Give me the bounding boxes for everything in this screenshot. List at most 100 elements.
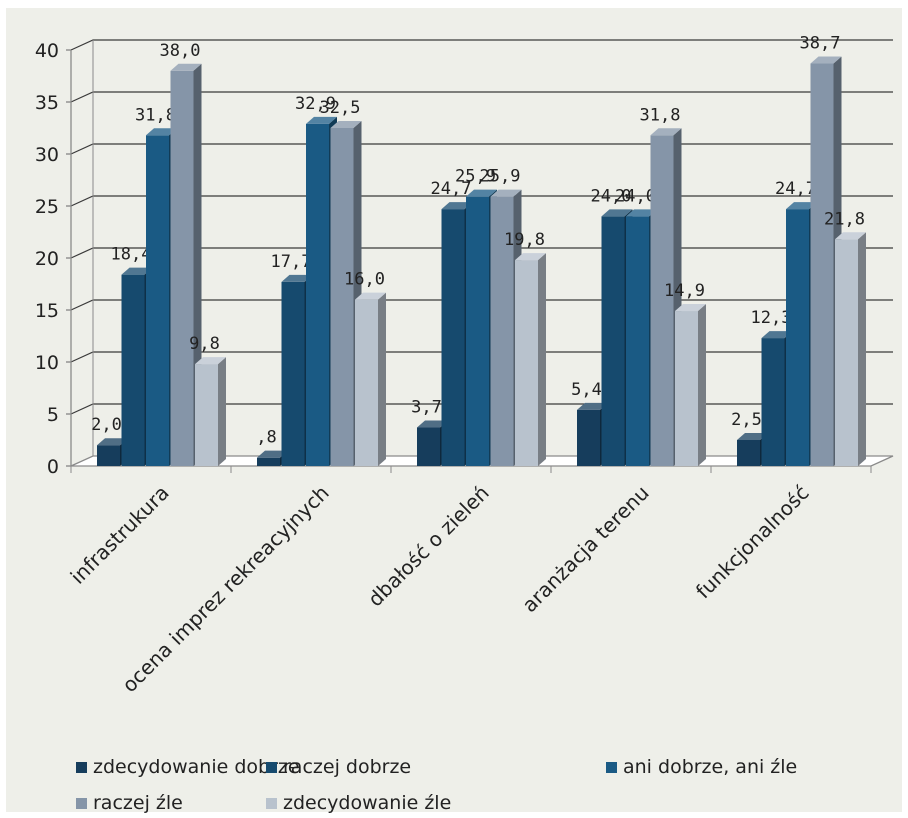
data-label: 24,0 [591,186,632,206]
bar-top [170,63,202,71]
data-label: 32,5 [320,98,361,118]
category-label: infrastrukura [66,481,174,589]
bar-top [626,209,657,217]
legend-item: raczej źle [76,792,183,814]
bar [466,196,489,466]
data-label: 3,7 [411,398,442,418]
bar [675,311,698,466]
data-label: 31,8 [640,105,681,125]
legend-item: raczej dobrze [266,756,411,778]
bar [626,216,649,466]
bar-top [146,128,177,136]
bar [737,440,760,466]
bar-top [417,420,448,428]
data-label: 24,7 [775,179,816,199]
data-label: 2,0 [91,415,122,435]
bar [257,457,280,466]
bar-side [218,357,226,466]
bar-top [97,438,128,446]
bar [281,281,305,466]
legend-label: ani dobrze, ani źle [623,756,798,778]
y-tick-label: 30 [35,144,59,166]
legend-label: raczej źle [93,792,183,814]
bar-chart: 0 5 10 15 20 25 30 35 40 2,0 18,4 31,8 38,0 9,8 infras… [35,34,894,697]
data-label: 17,7 [271,252,312,272]
bar [355,299,378,466]
bar-top [577,402,608,410]
legend-swatch [76,797,87,809]
data-label: 25,9 [455,167,496,187]
category-label: funkcjonalność [691,481,814,604]
bar [330,128,354,466]
bar-top [786,202,817,210]
bar [441,209,465,466]
data-label: 2,5 [731,410,762,430]
data-label: 16,0 [344,270,385,290]
bar-side [378,292,386,466]
bar [577,409,600,466]
bar-side [538,253,546,466]
bar [170,70,194,467]
legend-label: zdecydowanie źle [283,792,452,814]
bar-top [355,292,386,300]
y-tick-label: 20 [35,248,59,270]
data-label: 38,0 [160,41,201,61]
data-label: 19,8 [504,230,545,250]
bar-top [737,433,768,440]
bar-top [810,56,842,64]
y-tick-label: 0 [47,456,59,478]
bar-top [761,331,793,339]
legend-item: ani dobrze, ani źle [606,756,797,778]
bar [810,63,834,467]
data-label: 25,9 [480,167,521,187]
category-label: aranżacja terenu [517,481,653,617]
bar-top [441,202,473,210]
data-label: 21,8 [824,209,865,229]
bar-top [306,116,337,124]
bar [121,274,145,466]
y-tick-label: 5 [47,404,59,426]
bar-top [490,189,522,197]
bar-side [698,304,706,466]
data-label: 18,4 [111,245,152,265]
bar-top [515,253,546,261]
bar-top [281,274,313,282]
bar-top [650,128,682,136]
bar [515,260,538,466]
bar-top [330,121,362,128]
data-label: 38,7 [800,34,841,54]
y-tick-label: 10 [35,352,59,374]
bar-top [257,450,288,458]
legend-swatch [606,761,617,773]
bar-top [195,357,226,365]
bar [306,123,329,466]
y-tick-label: 35 [35,92,59,114]
y-tick-label: 25 [35,196,59,218]
bar [650,135,674,466]
legend-item: zdecydowanie dobrze [76,756,300,778]
data-label: 32,9 [295,94,336,114]
bar [146,135,169,466]
bar [97,445,120,466]
data-label: 24,7 [431,179,472,199]
data-label: 12,3 [751,308,792,328]
legend-swatch [266,761,277,773]
bar [835,239,858,466]
data-label: 31,8 [135,105,176,125]
bar [761,338,785,466]
data-label: 24,0 [615,186,656,206]
data-label: 9,8 [189,334,220,354]
y-tick-label: 15 [35,300,59,322]
legend-swatch [266,797,277,809]
legend-label: raczej dobrze [283,756,412,778]
category-label: dbałość o zieleń [363,481,494,612]
bar [195,364,218,466]
y-tick-label: 40 [35,40,59,62]
bar-top [121,267,153,275]
bar [786,209,809,466]
data-label: 5,4 [571,380,602,400]
bar-top [835,232,866,240]
bar-top [466,189,497,197]
legend-label: zdecydowanie dobrze [93,756,300,778]
bar-top [675,304,706,312]
